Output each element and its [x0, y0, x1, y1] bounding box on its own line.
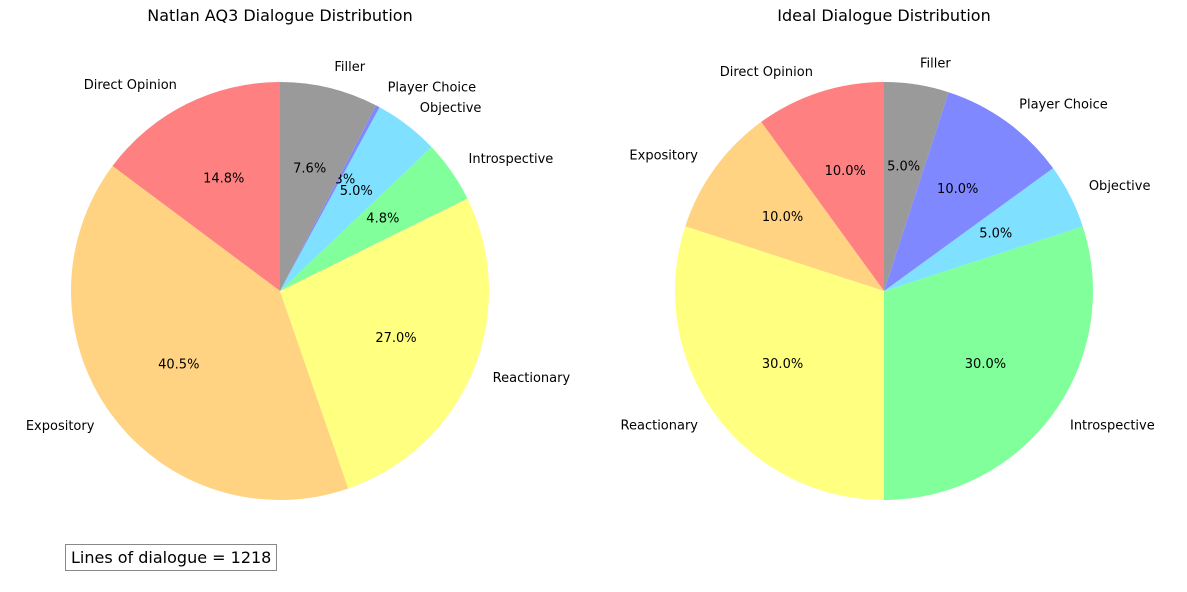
pie-slice-filler [884, 82, 949, 291]
slice-label-objective: Objective [1089, 179, 1151, 194]
slice-label-direct-opinion: Direct Opinion [720, 65, 813, 80]
slice-label-filler: Filler [334, 60, 365, 75]
pie-slice-expository [685, 121, 884, 291]
slice-label-objective: Objective [420, 101, 482, 116]
slice-label-reactionary: Reactionary [493, 371, 571, 386]
pie-slice-reactionary [675, 226, 884, 500]
pct-label-expository: 40.5% [158, 358, 199, 373]
slice-label-filler: Filler [920, 56, 951, 71]
pct-label-direct-opinion: 10.0% [825, 164, 866, 179]
pie-slice-filler [280, 82, 377, 291]
pct-label-direct-opinion: 14.8% [203, 171, 244, 186]
pct-label-filler: 5.0% [887, 160, 920, 175]
pct-label-objective: 5.0% [979, 227, 1012, 242]
slice-label-introspective: Introspective [469, 152, 554, 167]
pct-label-expository: 10.0% [762, 210, 803, 225]
slice-label-reactionary: Reactionary [621, 419, 699, 434]
pie-slice-objective [884, 168, 1083, 291]
pie-slice-direct-opinion [112, 82, 280, 291]
pie-slice-expository [71, 166, 349, 501]
pie-slice-direct-opinion [761, 82, 884, 291]
pct-label-introspective: 30.0% [965, 357, 1006, 372]
pie-slice-player-choice [280, 105, 380, 291]
slice-label-player-choice: Player Choice [1019, 98, 1108, 113]
slice-label-direct-opinion: Direct Opinion [84, 78, 177, 93]
slice-label-expository: Expository [26, 419, 95, 434]
slice-label-introspective: Introspective [1070, 419, 1155, 434]
pie-chart-ideal: Ideal Dialogue Distribution Direct Opinio… [621, 6, 1155, 500]
pie-slice-objective [280, 107, 432, 291]
pie-slice-introspective [884, 226, 1093, 500]
pct-label-introspective: 4.8% [366, 212, 399, 227]
dialogue-count-annotation: Lines of dialogue = 1218 [65, 544, 278, 571]
pct-label-reactionary: 30.0% [762, 357, 803, 372]
pie-slice-player-choice [884, 92, 1054, 291]
slice-label-expository: Expository [629, 148, 698, 163]
pct-label-player-choice: 10.0% [937, 182, 978, 197]
slice-label-player-choice: Player Choice [388, 80, 477, 95]
pct-label-filler: 7.6% [293, 162, 326, 177]
pie-slice-introspective [280, 146, 468, 291]
pie-slice-reactionary [280, 198, 489, 489]
pct-label-objective: 5.0% [340, 184, 373, 199]
chart-title: Ideal Dialogue Distribution [777, 6, 990, 25]
pct-label-reactionary: 27.0% [375, 331, 416, 346]
chart-title: Natlan AQ3 Dialogue Distribution [147, 6, 412, 25]
pie-chart-natlan-aq3: Natlan AQ3 Dialogue Distribution Direct O… [26, 6, 571, 501]
